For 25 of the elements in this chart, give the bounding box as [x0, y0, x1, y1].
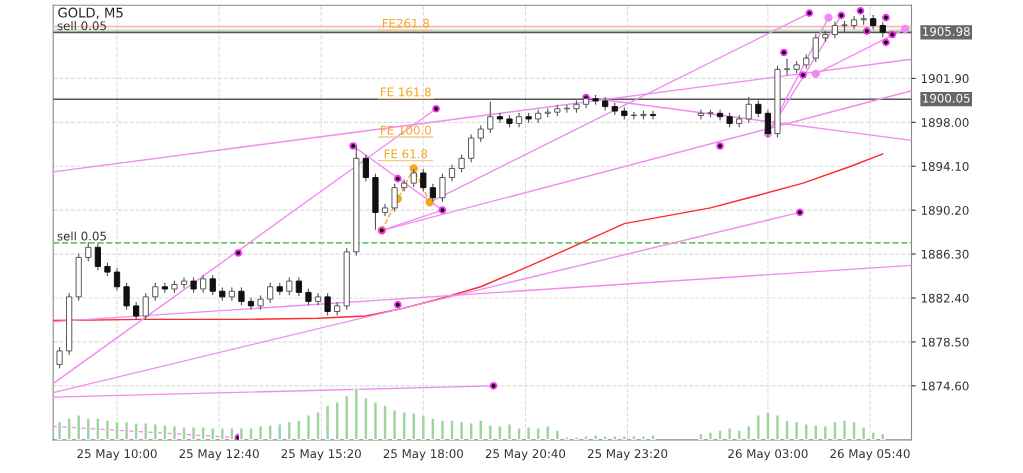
series-label: FE 100.0	[381, 125, 431, 135]
x-tick-label: 26 May 03:00	[728, 449, 808, 461]
x-tick-label: 25 May 10:00	[77, 449, 157, 461]
y-tick-label: 1874.60	[921, 381, 969, 391]
y-tick-label: 1890.20	[921, 205, 969, 215]
series-label: FE261.8	[382, 18, 429, 28]
ref-line-label: 1900.05	[923, 93, 970, 103]
y-tick-label: 1894.10	[921, 161, 969, 171]
x-tick-label: 25 May 12:40	[179, 449, 259, 461]
x-tick-label: 25 May 23:20	[587, 449, 668, 461]
y-tick-label: 1886.30	[921, 249, 969, 259]
y-tick-label: 1878.50	[921, 337, 969, 347]
x-tick-label: 25 May 15:20	[281, 449, 361, 461]
y-tick-label: 1901.90	[921, 74, 969, 84]
x-tick-label: 26 May 05:40	[830, 449, 910, 461]
ref-line-label: 1905.98	[923, 26, 970, 36]
y-tick-label: 1882.40	[921, 293, 969, 303]
annotation: sell 0.05	[57, 231, 106, 241]
y-tick-label: 1898.00	[921, 118, 969, 127]
x-tick-label: 25 May 20:40	[485, 449, 566, 461]
series-label: FE 61.8	[384, 149, 428, 159]
annotation: sell 0.05	[57, 21, 106, 31]
series-label: FE 161.8	[381, 87, 431, 97]
x-tick-label: 25 May 18:00	[383, 449, 464, 461]
chart-title: GOLD, M5	[58, 7, 123, 19]
